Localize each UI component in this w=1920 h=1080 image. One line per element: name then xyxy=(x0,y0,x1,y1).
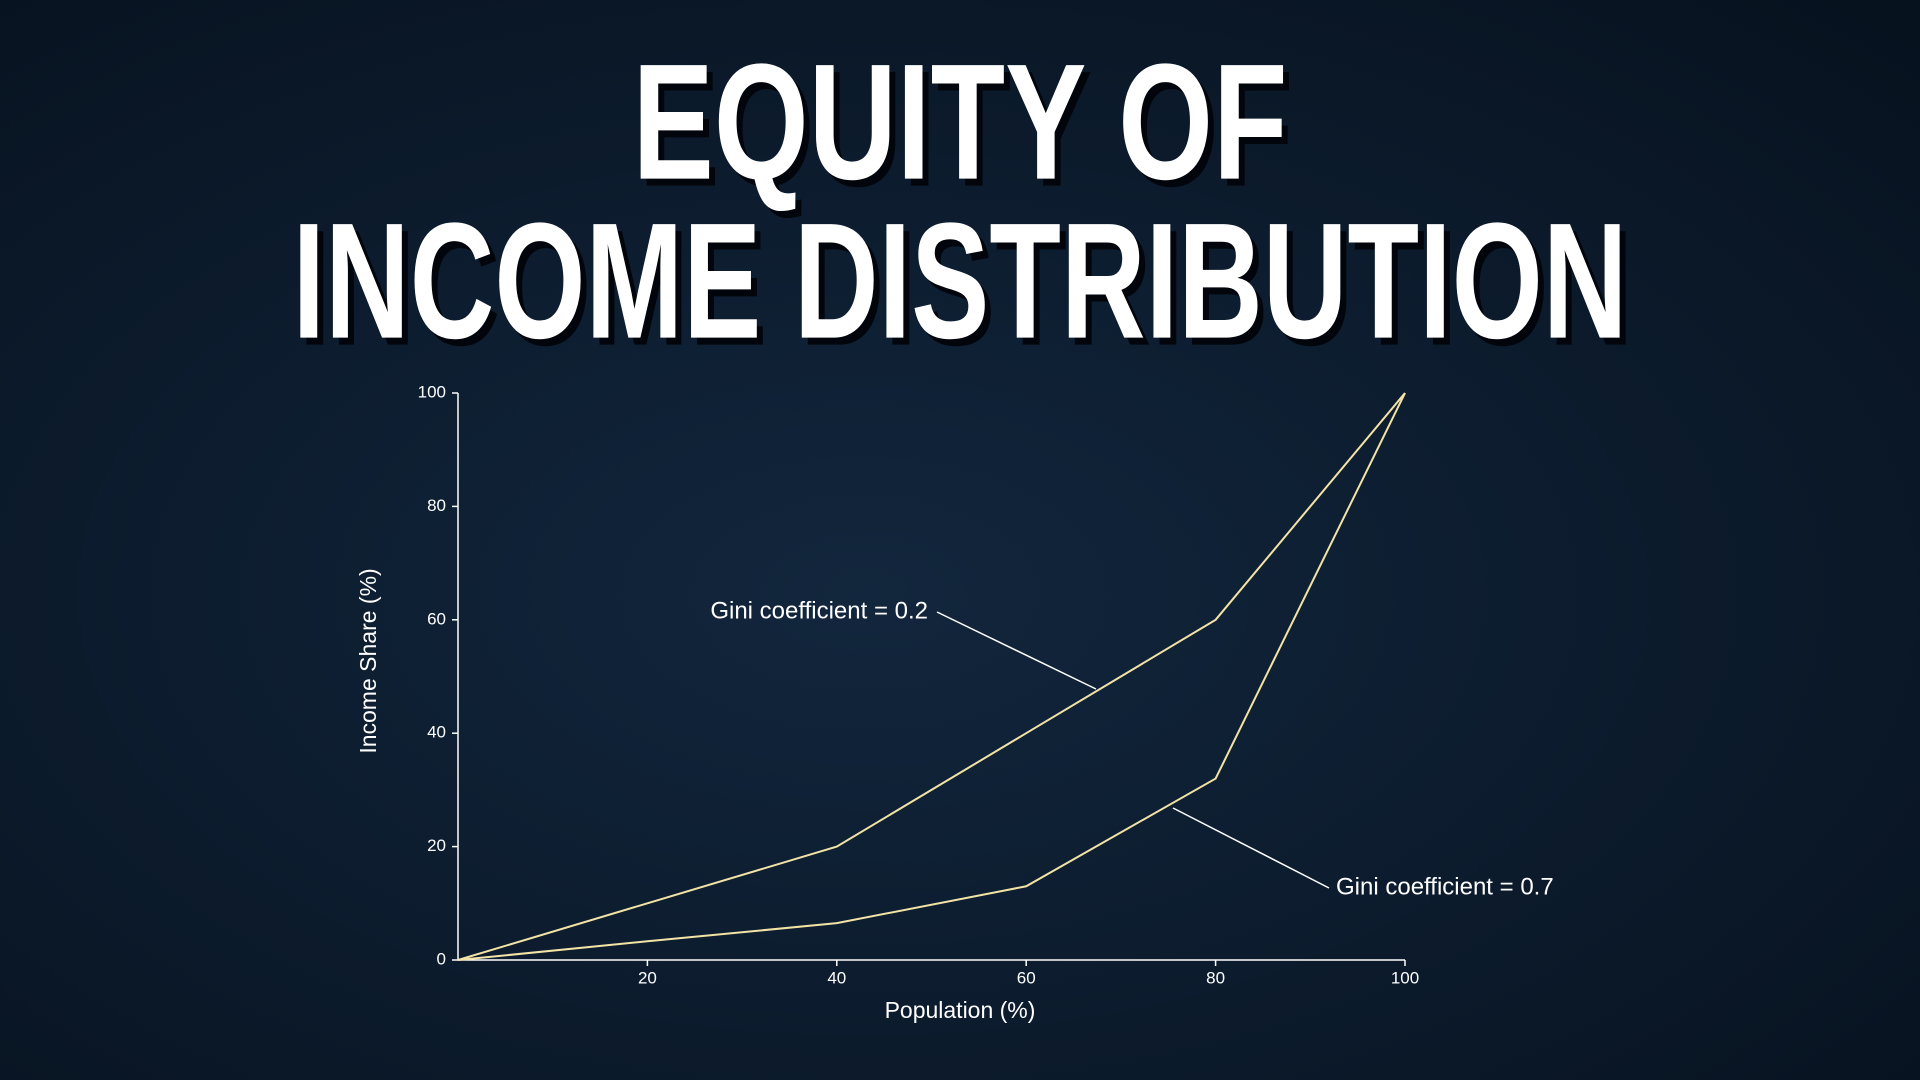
y-tick-label: 60 xyxy=(427,609,446,628)
y-axis-title: Income Share (%) xyxy=(355,568,381,753)
x-tick-label: 60 xyxy=(1017,968,1036,987)
x-tick-label: 40 xyxy=(827,968,846,987)
title: INCOME DISTRIBUTION xyxy=(293,189,1628,373)
y-tick-label: 100 xyxy=(418,382,446,401)
series-line xyxy=(457,392,1406,961)
y-tick-label: 40 xyxy=(427,723,446,742)
annotation-label: Gini coefficient = 0.2 xyxy=(710,597,928,624)
y-tick-label: 0 xyxy=(437,949,446,968)
x-tick-label: 20 xyxy=(638,968,657,987)
x-axis-title: Population (%) xyxy=(885,997,1036,1023)
annotation-label: Gini coefficient = 0.7 xyxy=(1336,873,1554,900)
y-tick-label: 20 xyxy=(427,836,446,855)
title: EQUITY OF xyxy=(633,30,1288,214)
annotation-leader xyxy=(1172,807,1330,889)
title-shadow: EQUITY OF xyxy=(639,37,1294,221)
title-shadow: INCOME DISTRIBUTION xyxy=(299,196,1634,380)
x-tick-label: 100 xyxy=(1391,968,1419,987)
annotation-leader xyxy=(936,611,1097,690)
x-tick-label: 80 xyxy=(1206,968,1225,987)
series-line xyxy=(457,392,1406,961)
y-tick-label: 80 xyxy=(427,496,446,515)
